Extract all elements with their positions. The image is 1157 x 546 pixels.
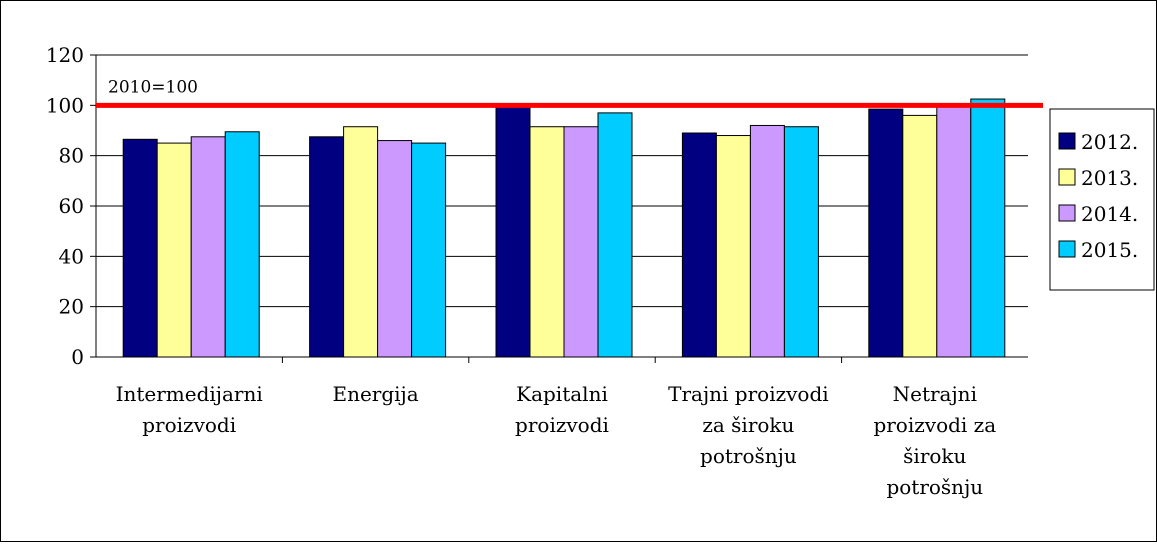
y-tick-label: 20 (59, 295, 84, 319)
bar-2012-cat-2 (495, 104, 531, 358)
bar-2012-cat-4 (868, 108, 904, 358)
bar-2015-cat-1 (411, 142, 447, 358)
y-tick-label: 40 (59, 244, 84, 268)
legend-swatch (1058, 132, 1076, 150)
bar-2014-cat-2 (563, 126, 599, 358)
bar-2015-cat-0 (224, 131, 260, 358)
legend: 2012. 2013. 2014. 2015. (1049, 108, 1155, 291)
y-tick-label: 100 (46, 93, 84, 117)
bar-2013-cat-4 (902, 114, 938, 358)
bar-2015-cat-4 (970, 98, 1006, 358)
bar-2015-cat-3 (783, 126, 819, 358)
reference-line-label: 2010=100 (108, 77, 198, 97)
bar-2013-cat-3 (715, 135, 751, 358)
bar-2013-cat-1 (343, 126, 379, 358)
bar-2012-cat-1 (309, 136, 345, 358)
reference-line-group: 2010=100 (96, 77, 1043, 108)
y-tick-label: 80 (59, 144, 84, 168)
legend-label: 2015. (1081, 238, 1138, 262)
legend-swatch (1058, 168, 1076, 186)
axes: 0 20 40 60 80 100 120 Intermedijarni proizvodi En… (46, 43, 1028, 499)
y-tick-label: 60 (59, 194, 84, 218)
bar-2014-cat-4 (936, 106, 972, 358)
y-tick-label: 0 (71, 345, 84, 369)
bar-2014-cat-0 (190, 136, 226, 358)
category-label: Kapitalni proizvodi (515, 382, 609, 437)
bar-2014-cat-1 (377, 140, 413, 358)
bar-2013-cat-2 (529, 126, 565, 358)
bar-2015-cat-2 (597, 112, 633, 358)
legend-label: 2014. (1081, 202, 1138, 226)
category-label: Energija (332, 382, 418, 406)
y-tick-label: 120 (46, 43, 84, 67)
bar-2012-cat-0 (122, 138, 158, 358)
legend-label: 2013. (1081, 166, 1138, 190)
category-label: Netrajni proizvodi za široku potrošnju (873, 382, 996, 499)
category-label: Intermedijarni proizvodi (116, 382, 263, 437)
bars (122, 98, 1006, 358)
bar-2013-cat-0 (156, 142, 192, 358)
bar-2014-cat-3 (749, 124, 785, 358)
legend-label: 2012. (1081, 130, 1138, 154)
bar-2012-cat-3 (681, 132, 717, 358)
legend-swatch (1058, 204, 1076, 222)
legend-swatch (1058, 240, 1076, 258)
category-label: Trajni proizvodi za široku potrošnju (668, 382, 829, 468)
